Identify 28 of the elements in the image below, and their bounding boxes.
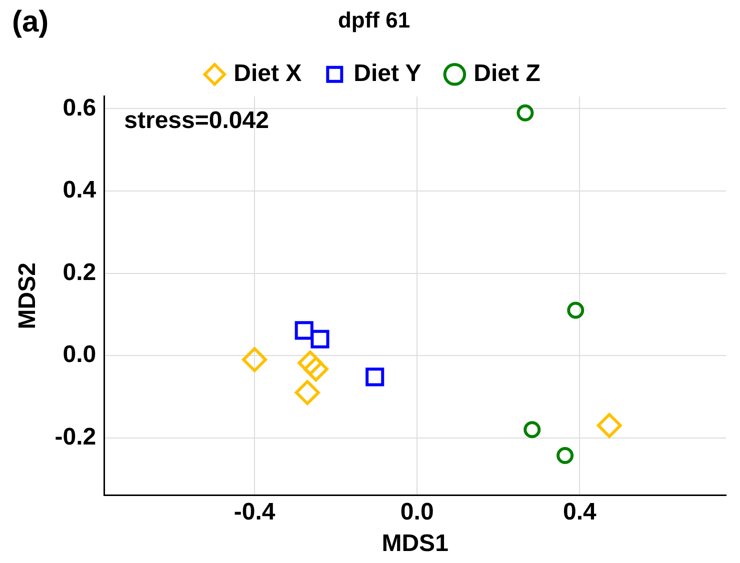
- y-tick-label: 0.6: [62, 94, 96, 122]
- y-tick-label: -0.2: [54, 423, 96, 450]
- point: [567, 302, 584, 319]
- y-tick-label: 0.0: [62, 341, 96, 368]
- point: [303, 356, 328, 382]
- point: [294, 321, 314, 340]
- y-tick-label: 0.2: [62, 258, 96, 286]
- point: [298, 350, 323, 376]
- y-axis-title: MDS2: [14, 262, 42, 330]
- annotation: stress=0.042: [124, 107, 269, 134]
- chart-title: dpff 61: [338, 7, 410, 32]
- x-tick-label: 0.0: [400, 498, 434, 526]
- y-tick-label: 0.4: [62, 176, 97, 204]
- point: [366, 368, 384, 386]
- point: [516, 104, 534, 122]
- point: [524, 421, 541, 438]
- x-axis-title: MDS1: [382, 530, 448, 558]
- legend-label: Diet X: [234, 60, 302, 88]
- point: [294, 380, 320, 406]
- point: [242, 347, 268, 372]
- point: [556, 447, 574, 464]
- point: [596, 412, 622, 438]
- text: (a): [12, 5, 49, 38]
- point: [310, 330, 330, 348]
- legend-label: Diet Z: [474, 60, 540, 88]
- x-tick-label: 0.4: [562, 498, 598, 526]
- legend-label: Diet Y: [354, 60, 422, 88]
- x-tick-label: -0.4: [234, 498, 276, 526]
